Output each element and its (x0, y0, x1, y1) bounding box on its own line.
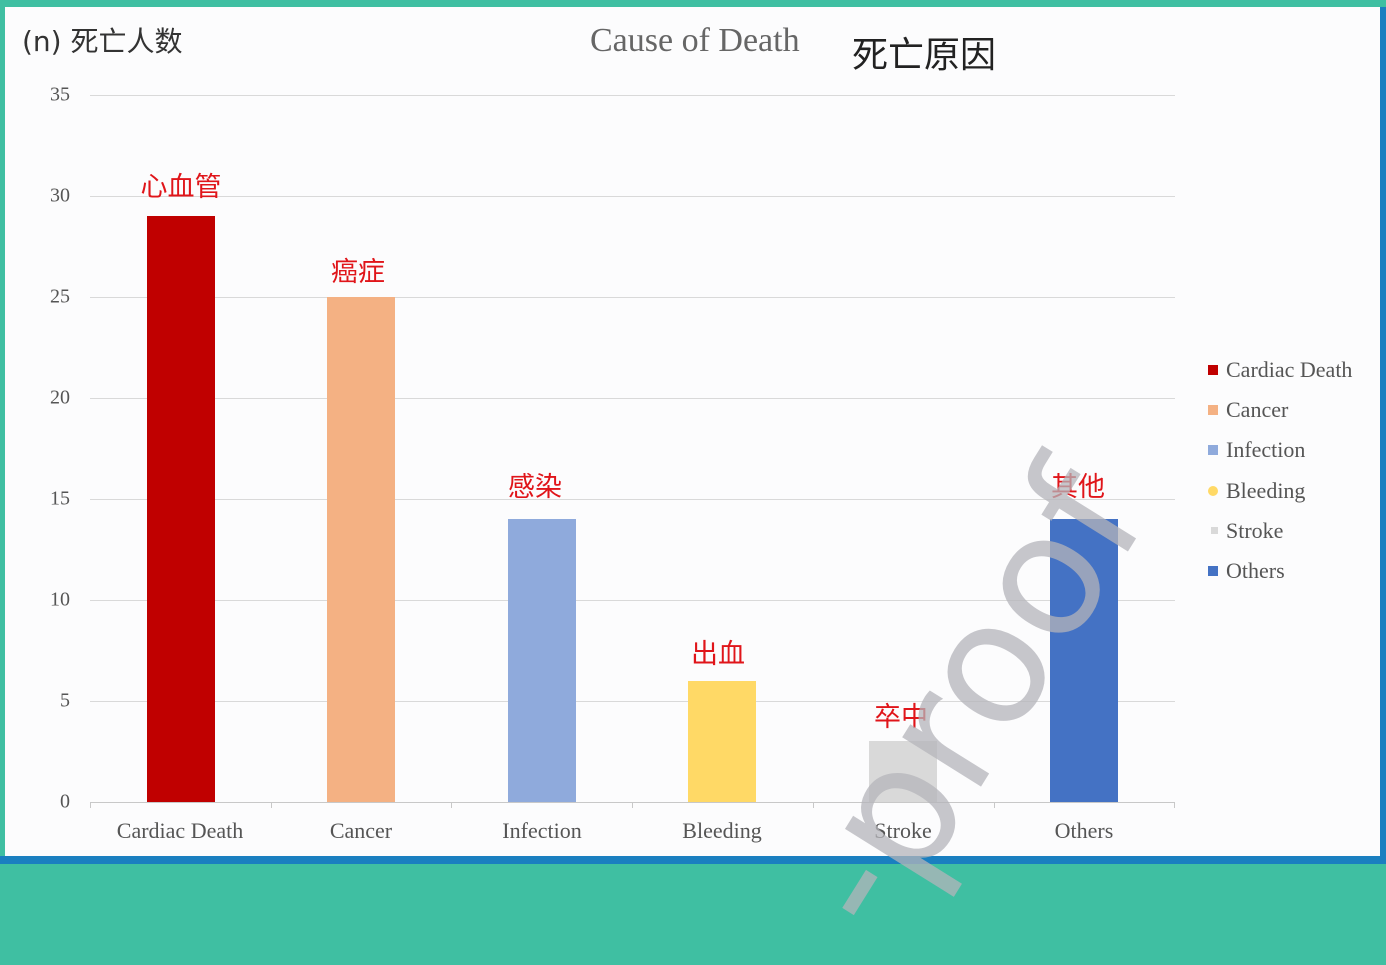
frame-left-border (0, 0, 5, 864)
legend-label: Cancer (1226, 397, 1289, 423)
y-tick: 10 (50, 588, 70, 611)
legend-swatch-icon (1208, 566, 1218, 577)
gridline (90, 95, 1175, 96)
plot-area: 心血管 癌症 感染 出血 卒中 其他 Cardiac Death Cancer … (90, 95, 1175, 843)
x-label: Infection (502, 818, 582, 843)
y-tick: 35 (50, 83, 70, 106)
x-tick-mark (451, 802, 452, 808)
x-label: Bleeding (682, 818, 762, 843)
x-tick-mark (1174, 802, 1175, 808)
bar-stroke[interactable] (869, 741, 937, 802)
x-tick-mark (994, 802, 995, 808)
x-label: Cardiac Death (116, 818, 244, 843)
legend-label: Others (1226, 558, 1285, 584)
gridline (90, 600, 1175, 601)
legend-swatch-icon (1208, 445, 1218, 456)
gridline (90, 398, 1175, 399)
x-tick-mark (90, 802, 91, 808)
legend-label: Stroke (1226, 517, 1284, 543)
y-axis-unit-label: (n) 死亡人数 (22, 25, 183, 58)
legend-label: Infection (1226, 437, 1306, 463)
y-tick: 15 (50, 487, 70, 510)
chart-title: Cause of Death (590, 22, 800, 59)
bar-cancer[interactable] (327, 297, 395, 802)
x-tick-mark (813, 802, 814, 808)
frame-right-border (1380, 7, 1386, 864)
x-label: Stroke (874, 818, 932, 843)
legend-item-cardiac-death[interactable]: Cardiac Death (1208, 350, 1352, 390)
bar-annotation-stroke: 卒中 (874, 702, 928, 733)
bar-bleeding[interactable] (688, 681, 756, 802)
legend-item-others[interactable]: Others (1208, 551, 1352, 591)
legend-item-infection[interactable]: Infection (1208, 430, 1352, 470)
bar-annotation-cardiac: 心血管 (140, 172, 222, 203)
bar-annotation-others: 其他 (1051, 472, 1105, 503)
y-tick: 20 (50, 386, 70, 409)
y-tick: 5 (60, 689, 70, 712)
legend-swatch-icon (1208, 485, 1218, 496)
y-tick: 30 (50, 184, 70, 207)
legend-label: Bleeding (1226, 477, 1306, 503)
y-tick: 25 (50, 285, 70, 308)
bar-annotation-bleeding: 出血 (691, 639, 745, 670)
legend-swatch-icon (1211, 527, 1218, 535)
legend-item-bleeding[interactable]: Bleeding (1208, 471, 1352, 511)
gridline (90, 499, 1175, 500)
legend-swatch-icon (1208, 405, 1218, 416)
legend-item-cancer[interactable]: Cancer (1208, 390, 1352, 430)
x-tick-mark (271, 802, 272, 808)
legend-swatch-icon (1208, 365, 1218, 376)
x-label: Cancer (329, 818, 393, 843)
gridline (90, 196, 1175, 197)
bar-infection[interactable] (508, 519, 576, 802)
legend-label: Cardiac Death (1226, 357, 1353, 383)
frame-top-border (0, 0, 1386, 7)
frame-bottom-border (0, 856, 1386, 864)
x-tick-mark (632, 802, 633, 808)
y-tick: 0 (60, 790, 70, 813)
bar-annotation-cancer: 癌症 (331, 257, 385, 288)
chart-legend: Cardiac Death Cancer Infection Bleeding … (1208, 350, 1352, 591)
legend-item-stroke[interactable]: Stroke (1208, 511, 1352, 551)
bar-annotation-infection: 感染 (508, 472, 562, 503)
chart-title-chinese: 死亡原因 (852, 35, 997, 76)
bar-others[interactable] (1050, 519, 1118, 802)
gridline (90, 701, 1175, 702)
x-label: Others (1054, 818, 1114, 843)
bar-cardiac-death[interactable] (147, 216, 215, 802)
gridline (90, 297, 1175, 298)
